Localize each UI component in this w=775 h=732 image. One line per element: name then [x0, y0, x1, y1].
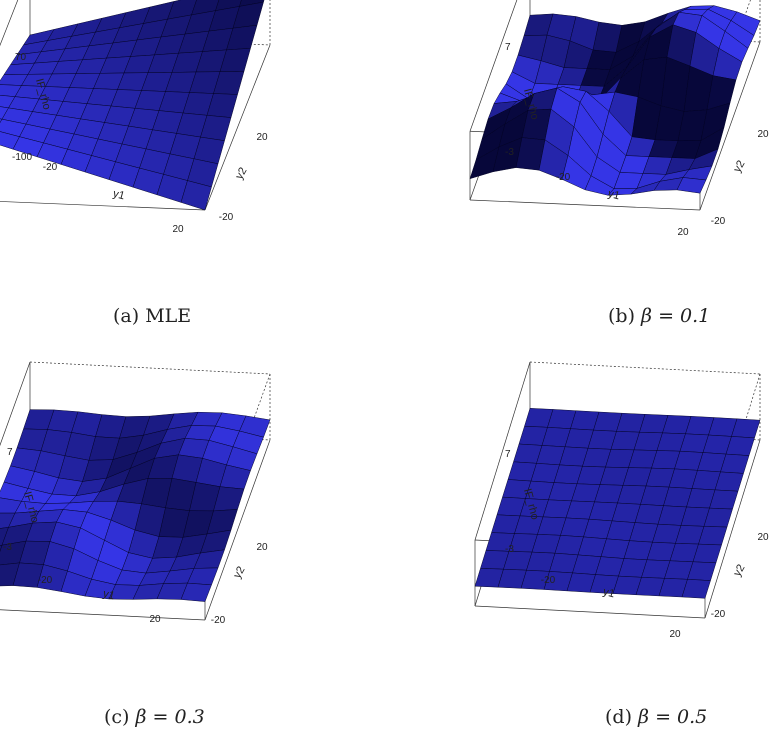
- caption-a-prefix: (a): [113, 305, 140, 327]
- surface-facet: [0, 544, 3, 553]
- caption-d-beta: β = 0.5: [638, 706, 708, 728]
- y-tick-label: 20: [256, 542, 268, 553]
- y-tick-label: 20: [757, 129, 769, 140]
- surface-mesh: [0, 409, 271, 602]
- surface-mesh: [469, 5, 761, 196]
- x-axis-label: y1: [112, 188, 126, 203]
- caption-b: (b) β = 0.1: [608, 305, 710, 327]
- caption-c: (c) β = 0.3: [104, 706, 205, 728]
- panel-d: 7 -3 -20 20 20 -20 IF_rho y1 y2: [474, 361, 775, 640]
- surface-mesh: [474, 408, 761, 599]
- surface-facet: [676, 177, 707, 194]
- x-axis-label: y1: [602, 586, 616, 601]
- surface-facet: [180, 180, 212, 211]
- x-tick-label: -20: [43, 162, 58, 173]
- caption-a: (a) MLE: [113, 305, 191, 327]
- x-tick-label: -20: [541, 575, 556, 586]
- z-tick-label: 7: [505, 449, 511, 460]
- panel-b: 7 -3 -20 20 20 -20 IF_rho y1 y2: [469, 0, 775, 250]
- y-tick-label: -20: [711, 609, 726, 620]
- x-tick-label: 20: [677, 227, 689, 238]
- caption-b-beta: β = 0.1: [641, 305, 711, 327]
- caption-b-prefix: (b): [608, 305, 635, 327]
- caption-c-prefix: (c): [104, 706, 130, 728]
- y-axis-label: y2: [731, 158, 747, 174]
- panel-a: 70 -100 -20 20 20 -20 IF_rho y1 y2: [0, 0, 300, 250]
- y-tick-label: 20: [256, 132, 268, 143]
- z-tick-label: 70: [15, 52, 27, 63]
- y-tick-label: -20: [219, 212, 234, 223]
- x-tick-label: -20: [38, 575, 53, 586]
- x-axis-label: y1: [607, 188, 621, 203]
- surface-facet: [681, 579, 711, 599]
- y-tick-label: 20: [757, 532, 769, 543]
- x-tick-label: 20: [149, 614, 161, 625]
- x-tick-label: 20: [172, 224, 184, 235]
- caption-a-text: MLE: [145, 305, 192, 327]
- y-tick-label: -20: [711, 216, 726, 227]
- surface-mesh: [0, 0, 265, 211]
- z-tick-label: 7: [505, 42, 511, 53]
- x-tick-label: -20: [556, 172, 571, 183]
- z-tick-label: -3: [505, 147, 514, 158]
- caption-c-beta: β = 0.3: [135, 706, 205, 728]
- caption-d-prefix: (d): [605, 706, 632, 728]
- x-axis-label: y1: [102, 588, 116, 603]
- y-axis-label: y2: [731, 562, 747, 578]
- z-tick-label: -3: [505, 544, 514, 555]
- y-axis-label: y2: [233, 165, 249, 181]
- caption-d: (d) β = 0.5: [605, 706, 707, 728]
- z-tick-label: -100: [12, 152, 32, 163]
- panel-c: 7 -3 -20 20 20 -20 IF_rho y1 y2: [0, 361, 300, 638]
- y-axis-label: y2: [231, 564, 247, 580]
- z-tick-label: 7: [7, 447, 13, 458]
- z-tick-label: -3: [3, 542, 12, 553]
- y-tick-label: -20: [211, 615, 226, 626]
- surface-facet: [180, 582, 212, 602]
- x-tick-label: 20: [669, 629, 681, 640]
